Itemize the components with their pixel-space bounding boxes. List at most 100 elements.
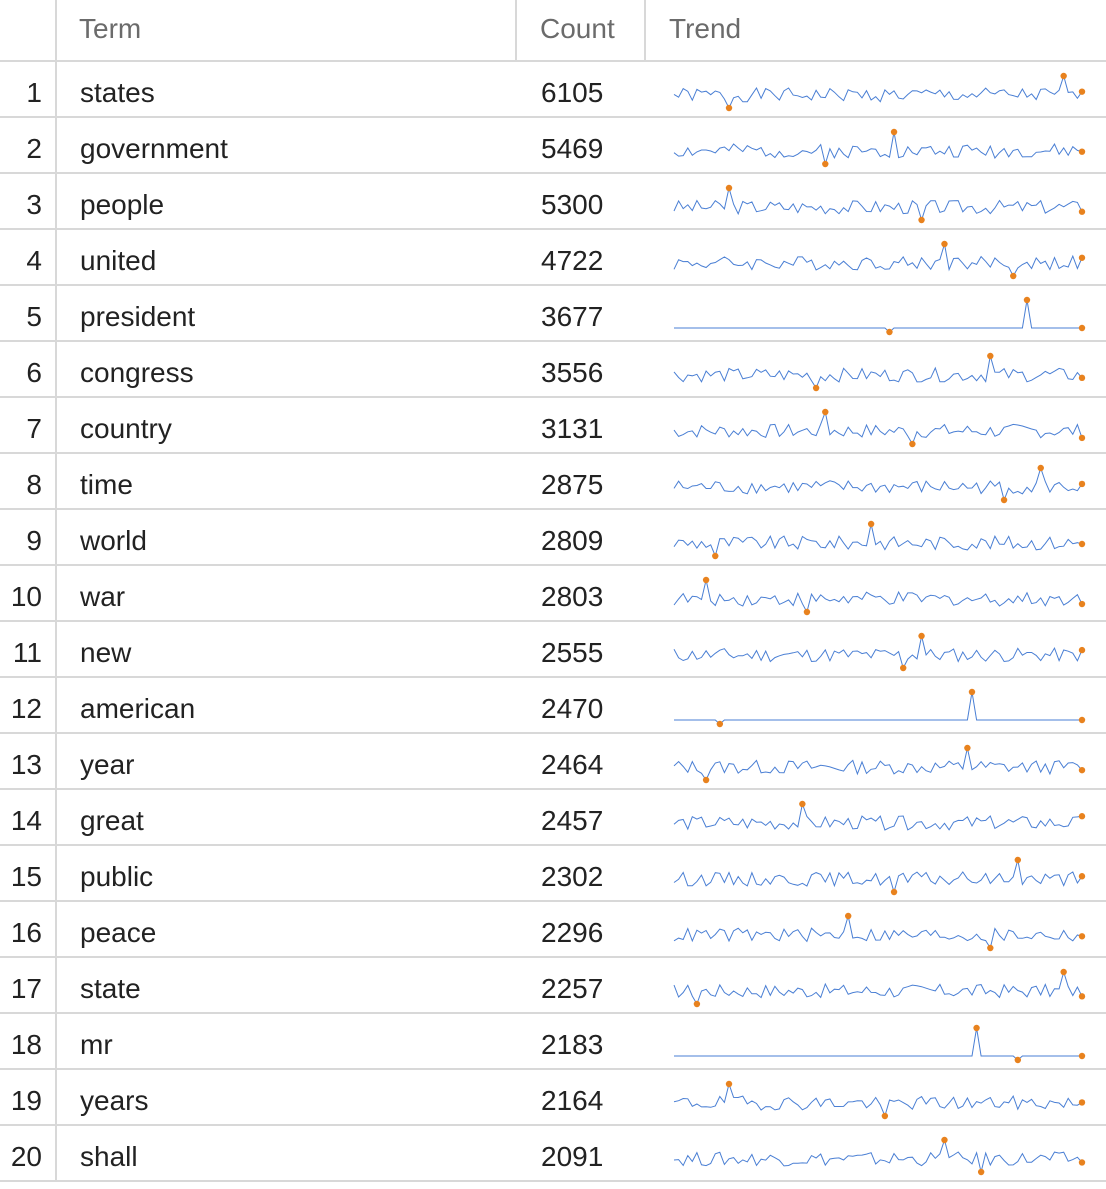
row-count: 5469 bbox=[541, 133, 604, 164]
table-row[interactable]: 6 congress 3556 bbox=[0, 342, 1106, 398]
trend-last-marker bbox=[1078, 1099, 1086, 1106]
trend-last-marker bbox=[1078, 766, 1086, 774]
row-index: 12 bbox=[0, 678, 57, 732]
row-term: united bbox=[80, 245, 157, 276]
table-row[interactable]: 14 great 2457 bbox=[0, 790, 1106, 846]
row-trend-sparkline bbox=[673, 1136, 1086, 1176]
trend-line bbox=[673, 579, 1083, 614]
trend-line bbox=[673, 970, 1083, 1006]
row-index: 7 bbox=[0, 398, 57, 452]
row-trend-sparkline bbox=[673, 912, 1086, 952]
table-row[interactable]: 18 mr 2183 bbox=[0, 1014, 1106, 1070]
row-trend-sparkline bbox=[674, 296, 1086, 336]
table-row[interactable]: 7 country 3131 bbox=[0, 398, 1106, 454]
header-term[interactable]: Term bbox=[57, 0, 517, 60]
header-trend[interactable]: Trend bbox=[669, 13, 742, 44]
row-count: 2809 bbox=[541, 525, 604, 556]
trend-last-marker bbox=[1078, 88, 1086, 95]
trend-line bbox=[673, 1138, 1083, 1173]
row-index: 10 bbox=[0, 566, 57, 620]
trend-line bbox=[673, 635, 1083, 670]
trend-max-marker bbox=[890, 128, 898, 136]
trend-last-marker bbox=[1078, 254, 1086, 261]
row-term: shall bbox=[80, 1141, 138, 1172]
row-count: 2091 bbox=[541, 1141, 604, 1172]
table-row[interactable]: 8 time 2875 bbox=[0, 454, 1106, 510]
row-term: new bbox=[80, 637, 132, 668]
row-count: 2803 bbox=[541, 581, 604, 612]
header-count[interactable]: Count bbox=[517, 0, 646, 60]
row-term: war bbox=[80, 581, 126, 612]
table-row[interactable]: 11 new 2555 bbox=[0, 622, 1106, 678]
trend-min-marker bbox=[725, 104, 733, 112]
trend-max-marker bbox=[702, 576, 710, 584]
table-row[interactable]: 9 world 2809 bbox=[0, 510, 1106, 566]
trend-max-marker bbox=[1060, 968, 1067, 976]
trend-min-marker bbox=[987, 944, 994, 952]
header-index[interactable] bbox=[0, 0, 57, 60]
table-row[interactable]: 12 american 2470 bbox=[0, 678, 1106, 734]
trend-min-marker bbox=[918, 216, 925, 224]
trend-last-marker bbox=[1078, 646, 1086, 654]
row-term: government bbox=[80, 133, 228, 164]
trend-min-marker bbox=[803, 608, 811, 616]
table-row[interactable]: 20 shall 2091 bbox=[0, 1126, 1106, 1182]
trend-line bbox=[674, 299, 1082, 333]
table-row[interactable]: 17 state 2257 bbox=[0, 958, 1106, 1014]
table-row[interactable]: 19 years 2164 bbox=[0, 1070, 1106, 1126]
row-count: 2470 bbox=[541, 693, 604, 724]
row-index: 9 bbox=[0, 510, 57, 564]
row-trend-sparkline bbox=[673, 856, 1086, 896]
row-trend-sparkline bbox=[673, 744, 1086, 784]
row-count: 2457 bbox=[541, 805, 604, 836]
trend-min-marker bbox=[909, 440, 916, 448]
trend-max-marker bbox=[822, 408, 829, 416]
row-index: 15 bbox=[0, 846, 57, 900]
table-row[interactable]: 2 government 5469 bbox=[0, 118, 1106, 174]
row-trend-sparkline bbox=[674, 1024, 1086, 1064]
table-row[interactable]: 4 united 4722 bbox=[0, 230, 1106, 286]
trend-max-marker bbox=[725, 184, 733, 192]
trend-max-marker bbox=[964, 744, 971, 752]
table-row[interactable]: 5 president 3677 bbox=[0, 286, 1106, 342]
trend-line bbox=[673, 915, 1083, 950]
table-row[interactable]: 13 year 2464 bbox=[0, 734, 1106, 790]
row-term: mr bbox=[80, 1029, 113, 1060]
trend-last-marker bbox=[1078, 148, 1086, 155]
row-term: world bbox=[80, 525, 147, 556]
trend-min-marker bbox=[900, 664, 907, 672]
row-count: 2183 bbox=[541, 1029, 604, 1060]
trend-max-marker bbox=[941, 240, 948, 248]
row-count: 2464 bbox=[541, 749, 604, 780]
table-row[interactable]: 10 war 2803 bbox=[0, 566, 1106, 622]
trend-min-marker bbox=[693, 1000, 701, 1008]
trend-line bbox=[673, 355, 1083, 390]
trend-line bbox=[673, 1082, 1083, 1118]
trend-line bbox=[673, 466, 1083, 502]
row-count: 2164 bbox=[541, 1085, 604, 1116]
row-trend-sparkline bbox=[674, 688, 1086, 728]
trend-max-marker bbox=[845, 912, 852, 920]
row-trend-sparkline bbox=[673, 968, 1086, 1008]
row-index: 20 bbox=[0, 1126, 57, 1180]
trend-max-marker bbox=[973, 1024, 980, 1032]
row-count: 2875 bbox=[541, 469, 604, 500]
row-term: years bbox=[80, 1085, 149, 1116]
row-trend-sparkline bbox=[673, 800, 1086, 831]
row-index: 1 bbox=[0, 62, 57, 116]
table-row[interactable]: 16 peace 2296 bbox=[0, 902, 1106, 958]
trend-min-marker bbox=[812, 384, 820, 392]
trend-last-marker bbox=[1078, 873, 1086, 880]
trend-min-marker bbox=[702, 776, 710, 784]
trend-last-marker bbox=[1078, 716, 1086, 724]
table-row[interactable]: 15 public 2302 bbox=[0, 846, 1106, 902]
row-term: president bbox=[80, 301, 196, 332]
table-row[interactable]: 3 people 5300 bbox=[0, 174, 1106, 230]
trend-last-marker bbox=[1078, 480, 1086, 488]
trend-max-marker bbox=[1014, 856, 1022, 864]
trend-last-marker bbox=[1078, 208, 1086, 215]
row-term: states bbox=[80, 77, 155, 108]
trend-last-marker bbox=[1078, 993, 1086, 1000]
trend-max-marker bbox=[799, 800, 806, 808]
table-row[interactable]: 1 states 6105 bbox=[0, 62, 1106, 118]
